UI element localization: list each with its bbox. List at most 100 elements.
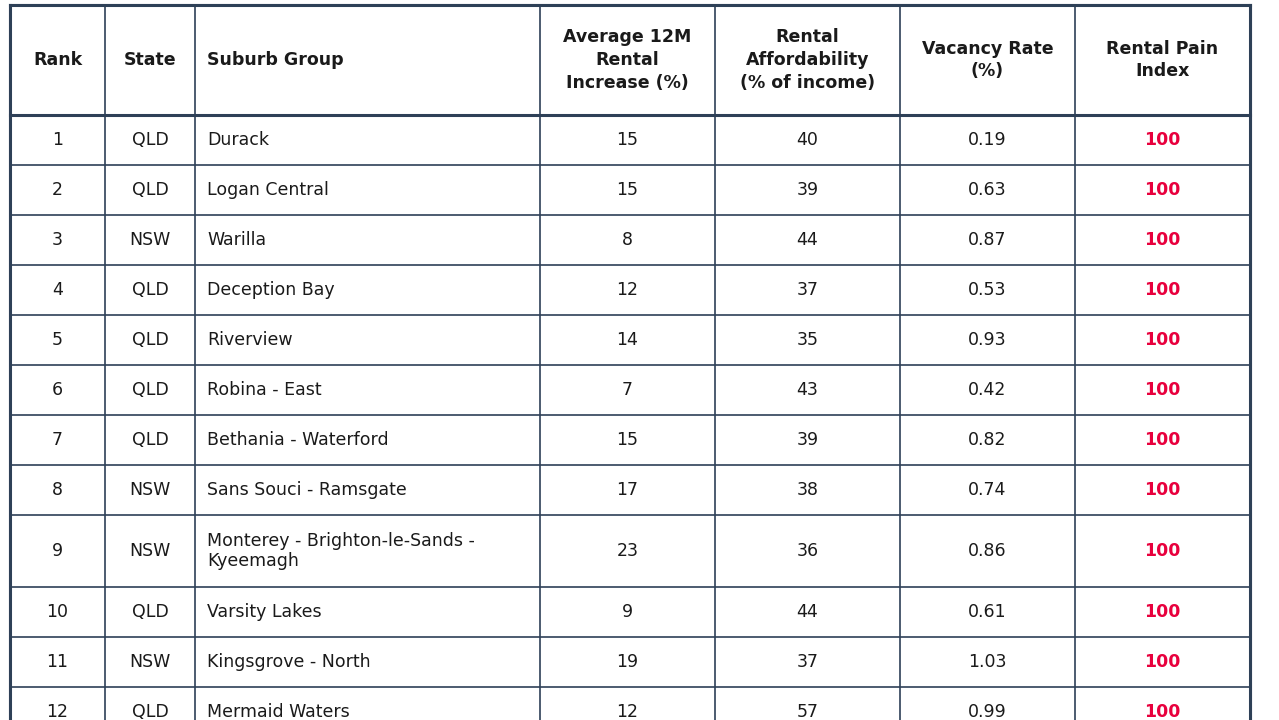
Text: 15: 15 — [616, 181, 638, 199]
Text: 1: 1 — [52, 131, 63, 149]
Text: 11: 11 — [46, 653, 69, 671]
Bar — [10, 587, 1250, 637]
Text: 9: 9 — [622, 603, 633, 621]
Text: 19: 19 — [616, 653, 638, 671]
Text: 15: 15 — [616, 431, 638, 449]
Text: 100: 100 — [1145, 653, 1181, 671]
Text: Warilla: Warilla — [207, 231, 266, 249]
Text: 12: 12 — [616, 703, 638, 720]
Text: Logan Central: Logan Central — [207, 181, 329, 199]
Text: 14: 14 — [616, 331, 638, 349]
Bar — [10, 165, 1250, 215]
Text: Sans Souci - Ramsgate: Sans Souci - Ramsgate — [207, 481, 407, 499]
Text: QLD: QLD — [132, 431, 169, 449]
Text: QLD: QLD — [132, 131, 169, 149]
Text: NSW: NSW — [129, 653, 170, 671]
Text: Vacancy Rate
(%): Vacancy Rate (%) — [922, 40, 1054, 81]
Text: Rental
Affordability
(% of income): Rental Affordability (% of income) — [741, 28, 875, 92]
Text: Riverview: Riverview — [207, 331, 293, 349]
Text: 10: 10 — [46, 603, 69, 621]
Text: QLD: QLD — [132, 281, 169, 299]
Text: 7: 7 — [622, 381, 633, 399]
Text: 100: 100 — [1145, 331, 1181, 349]
Text: 0.87: 0.87 — [968, 231, 1007, 249]
Text: Kingsgrove - North: Kingsgrove - North — [207, 653, 371, 671]
Text: 17: 17 — [616, 481, 638, 499]
Text: 36: 36 — [797, 542, 819, 560]
Text: 37: 37 — [797, 653, 819, 671]
Text: 100: 100 — [1145, 381, 1181, 399]
Text: 4: 4 — [52, 281, 63, 299]
Bar — [10, 515, 1250, 587]
Text: QLD: QLD — [132, 603, 169, 621]
Text: 40: 40 — [797, 131, 819, 149]
Text: 100: 100 — [1145, 131, 1181, 149]
Text: 0.93: 0.93 — [968, 331, 1007, 349]
Text: Varsity Lakes: Varsity Lakes — [207, 603, 321, 621]
Text: 0.74: 0.74 — [968, 481, 1007, 499]
Text: QLD: QLD — [132, 381, 169, 399]
Text: 23: 23 — [616, 542, 638, 560]
Text: 3: 3 — [52, 231, 63, 249]
Text: 0.19: 0.19 — [968, 131, 1007, 149]
Text: QLD: QLD — [132, 181, 169, 199]
Text: 100: 100 — [1145, 703, 1181, 720]
Text: 44: 44 — [797, 603, 819, 621]
Text: 6: 6 — [52, 381, 63, 399]
Text: 39: 39 — [797, 181, 819, 199]
Text: 8: 8 — [52, 481, 63, 499]
Text: 15: 15 — [616, 131, 638, 149]
Text: 44: 44 — [797, 231, 819, 249]
Bar — [10, 415, 1250, 465]
Text: 39: 39 — [797, 431, 819, 449]
Text: 100: 100 — [1145, 181, 1181, 199]
Text: 37: 37 — [797, 281, 819, 299]
Text: 100: 100 — [1145, 281, 1181, 299]
Text: NSW: NSW — [129, 542, 170, 560]
Text: Mermaid Waters: Mermaid Waters — [207, 703, 349, 720]
Bar — [10, 5, 1250, 115]
Text: 100: 100 — [1145, 603, 1181, 621]
Text: 0.63: 0.63 — [968, 181, 1007, 199]
Text: 0.61: 0.61 — [968, 603, 1007, 621]
Text: Suburb Group: Suburb Group — [207, 51, 344, 69]
Text: 100: 100 — [1145, 231, 1181, 249]
Text: Average 12M
Rental
Increase (%): Average 12M Rental Increase (%) — [563, 28, 692, 92]
Text: Rank: Rank — [33, 51, 82, 69]
Text: 12: 12 — [616, 281, 638, 299]
Text: 0.42: 0.42 — [968, 381, 1007, 399]
Text: 2: 2 — [52, 181, 63, 199]
Text: 35: 35 — [797, 331, 819, 349]
Text: QLD: QLD — [132, 331, 169, 349]
Text: 8: 8 — [622, 231, 633, 249]
Text: Rental Pain
Index: Rental Pain Index — [1106, 40, 1219, 81]
Text: 38: 38 — [797, 481, 819, 499]
Text: State: State — [124, 51, 177, 69]
Text: 57: 57 — [797, 703, 819, 720]
Text: 0.53: 0.53 — [968, 281, 1007, 299]
Text: Monterey - Brighton-le-Sands -
Kyeemagh: Monterey - Brighton-le-Sands - Kyeemagh — [207, 531, 475, 570]
Bar — [10, 265, 1250, 315]
Bar — [10, 215, 1250, 265]
Bar — [10, 115, 1250, 165]
Text: 7: 7 — [52, 431, 63, 449]
Text: 100: 100 — [1145, 481, 1181, 499]
Bar — [10, 315, 1250, 365]
Text: 1.03: 1.03 — [968, 653, 1007, 671]
Text: Robina - East: Robina - East — [207, 381, 321, 399]
Bar — [10, 637, 1250, 687]
Text: NSW: NSW — [129, 481, 170, 499]
Text: Bethania - Waterford: Bethania - Waterford — [207, 431, 389, 449]
Text: 43: 43 — [797, 381, 819, 399]
Bar — [10, 687, 1250, 720]
Bar — [10, 365, 1250, 415]
Text: Durack: Durack — [207, 131, 269, 149]
Text: NSW: NSW — [129, 231, 170, 249]
Text: 9: 9 — [52, 542, 63, 560]
Text: Deception Bay: Deception Bay — [207, 281, 335, 299]
Text: 0.82: 0.82 — [968, 431, 1007, 449]
Text: 100: 100 — [1145, 542, 1181, 560]
Text: 0.99: 0.99 — [968, 703, 1007, 720]
Text: 12: 12 — [46, 703, 69, 720]
Text: 5: 5 — [52, 331, 63, 349]
